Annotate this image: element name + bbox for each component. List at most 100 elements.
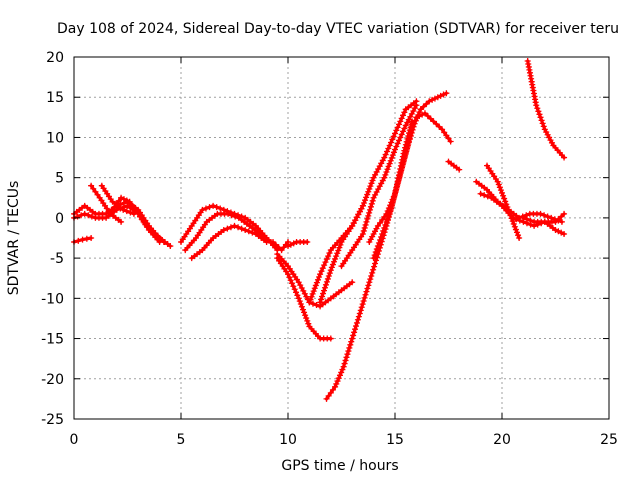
data-point-marker	[388, 203, 395, 210]
data-point-marker	[326, 250, 333, 257]
data-point-marker	[78, 212, 85, 219]
data-point-marker	[319, 265, 326, 272]
data-point-marker	[318, 268, 325, 275]
data-point-marker	[210, 202, 217, 209]
data-point-marker	[338, 369, 345, 376]
data-point-marker	[507, 212, 514, 219]
data-point-marker	[270, 239, 277, 246]
data-point-marker	[85, 212, 92, 219]
data-point-marker	[558, 229, 565, 236]
data-point-marker	[353, 323, 360, 330]
data-point-marker	[402, 151, 409, 158]
data-point-marker	[381, 174, 388, 181]
data-point-marker	[293, 289, 300, 296]
data-point-marker	[387, 206, 394, 213]
data-point-marker	[548, 214, 555, 221]
data-point-marker	[561, 210, 568, 217]
data-point-marker	[537, 114, 544, 121]
data-point-marker	[500, 192, 507, 199]
data-point-marker	[322, 281, 329, 288]
data-point-marker	[305, 320, 312, 327]
data-point-marker	[325, 392, 332, 399]
x-tick-label: 10	[279, 432, 297, 448]
data-point-marker	[286, 274, 293, 281]
data-point-marker	[321, 284, 328, 291]
data-point-marker	[383, 148, 390, 155]
data-point-marker	[367, 206, 374, 213]
data-point-marker	[426, 98, 433, 105]
data-point-marker	[396, 121, 403, 128]
data-point-marker	[118, 194, 125, 201]
data-point-marker	[316, 274, 323, 281]
data-point-marker	[130, 204, 137, 211]
data-point-marker	[109, 206, 116, 213]
data-point-marker	[333, 253, 340, 260]
data-point-marker	[366, 209, 373, 216]
data-point-marker	[379, 216, 386, 223]
data-point-marker	[506, 209, 513, 216]
data-point-marker	[331, 258, 338, 265]
data-point-marker	[321, 262, 328, 269]
data-point-marker	[406, 136, 413, 143]
y-axis-label: SDTVAR / TECUs	[6, 181, 22, 296]
data-point-marker	[323, 278, 330, 285]
data-point-marker	[137, 213, 144, 220]
y-tick-label: 5	[55, 171, 64, 187]
data-point-marker	[74, 213, 81, 220]
data-point-marker	[362, 221, 369, 228]
data-point-marker	[360, 227, 367, 234]
data-point-marker	[88, 182, 95, 189]
data-point-marker	[366, 279, 373, 286]
data-point-marker	[443, 90, 450, 97]
data-point-marker	[523, 216, 530, 223]
y-tick-label: 0	[55, 211, 64, 227]
data-point-marker	[285, 271, 291, 278]
data-point-marker	[390, 133, 397, 140]
data-point-marker	[390, 149, 397, 156]
data-point-marker	[323, 256, 330, 263]
data-point-marker	[310, 288, 317, 295]
data-point-marker	[538, 117, 545, 124]
data-point-marker	[314, 276, 321, 283]
data-point-marker	[228, 212, 235, 219]
data-point-marker	[495, 181, 502, 188]
data-point-marker	[242, 226, 249, 233]
data-point-marker	[434, 94, 441, 101]
series-arc-12	[274, 255, 334, 342]
data-point-marker	[334, 378, 341, 385]
data-point-marker	[359, 230, 366, 237]
data-point-marker	[313, 302, 320, 309]
y-tick-label: -15	[41, 332, 64, 348]
data-point-marker	[238, 225, 245, 232]
data-point-marker	[392, 130, 398, 137]
data-point-marker	[413, 114, 420, 121]
chart-title: Day 108 of 2024, Sidereal Day-to-day VTE…	[57, 21, 619, 37]
data-point-marker	[537, 210, 544, 217]
data-point-marker	[386, 142, 393, 149]
data-point-marker	[354, 316, 361, 323]
data-point-marker	[348, 338, 355, 345]
data-point-marker	[79, 236, 86, 243]
data-point-marker	[329, 386, 336, 393]
data-point-marker	[361, 224, 368, 231]
data-point-marker	[370, 255, 377, 262]
data-point-marker	[552, 218, 559, 225]
x-tick-label: 15	[386, 432, 404, 448]
data-point-marker	[412, 117, 419, 124]
data-point-marker	[342, 357, 349, 364]
data-point-marker	[385, 212, 392, 219]
data-point-marker	[336, 372, 343, 379]
data-point-marker	[213, 204, 220, 211]
data-point-marker	[393, 143, 400, 150]
data-point-marker	[356, 310, 363, 317]
data-point-marker	[381, 154, 388, 161]
series-arc-23	[484, 162, 523, 241]
data-point-marker	[400, 157, 407, 164]
data-point-marker	[365, 212, 372, 219]
data-point-marker	[324, 275, 331, 282]
data-point-marker	[336, 244, 343, 251]
data-point-marker	[558, 213, 565, 220]
data-point-marker	[322, 259, 329, 266]
data-point-marker	[92, 188, 99, 195]
